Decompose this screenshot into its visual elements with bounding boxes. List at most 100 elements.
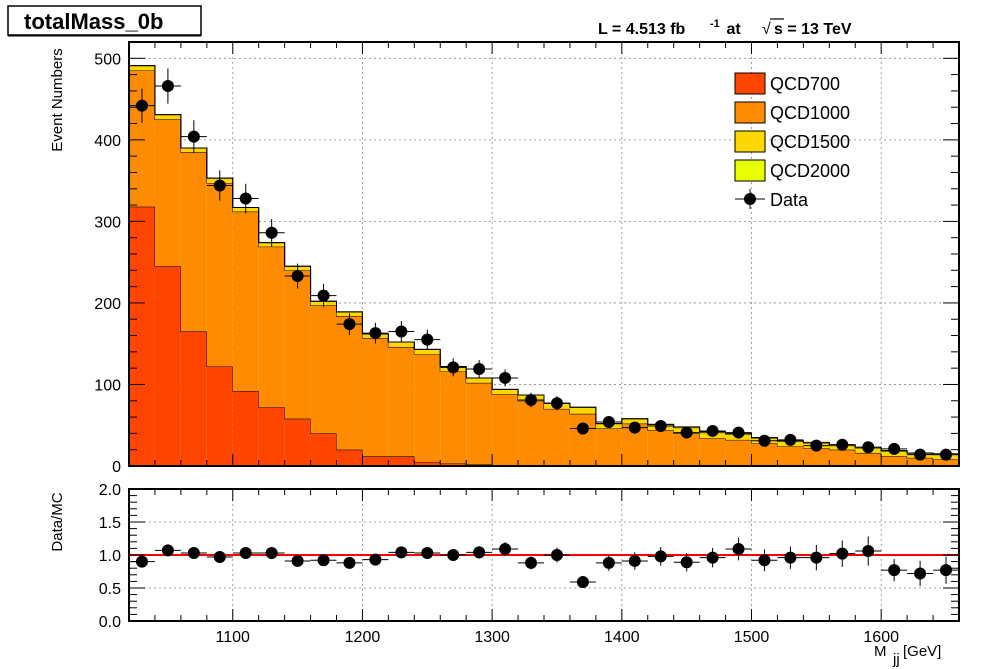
ratio-point-1040 <box>161 544 174 557</box>
bar-QCD1000-1360 <box>569 413 596 466</box>
bar-QCD1000-1500 <box>751 443 778 466</box>
data-point-1220 <box>395 325 408 338</box>
main-y-tick-label-300: 300 <box>94 214 121 231</box>
bar-QCD1000-1160 <box>310 305 337 434</box>
data-point-1240 <box>421 333 434 346</box>
legend-label-QCD700: QCD700 <box>770 74 840 94</box>
bar-QCD700-1020 <box>129 206 155 466</box>
bar-QCD1000-1560 <box>829 449 856 466</box>
bar-QCD1500-1240 <box>414 349 441 355</box>
ratio-point-1640 <box>940 564 953 577</box>
ratio-y-tick-label-0.5: 0.5 <box>99 581 121 598</box>
legend-label-QCD2000: QCD2000 <box>770 161 850 181</box>
bar-QCD1000-1580 <box>855 452 882 466</box>
data-point-1300 <box>499 371 512 384</box>
bar-QCD1000-1620 <box>907 457 934 466</box>
chart-title: totalMass_0b <box>24 9 163 34</box>
bar-QCD1000-1260 <box>440 371 467 464</box>
bar-QCD1500-1040 <box>154 114 181 120</box>
bar-QCD1000-1080 <box>206 183 233 367</box>
data-point-1180 <box>343 318 356 331</box>
legend-swatch-QCD700 <box>734 72 766 95</box>
bar-QCD1500-1300 <box>492 389 519 395</box>
ratio-point-1180 <box>343 556 356 569</box>
data-point-1420 <box>654 420 667 433</box>
bar-QCD1000-1140 <box>284 270 311 419</box>
data-point-1120 <box>265 226 278 239</box>
lumi-sup: -1 <box>710 18 720 30</box>
data-point-1340 <box>550 397 563 410</box>
bar-QCD1500-1400 <box>621 418 648 424</box>
bar-QCD1500-1220 <box>388 342 415 347</box>
data-point-1080 <box>213 179 226 192</box>
ratio-point-1540 <box>810 551 823 564</box>
data-point-1540 <box>810 439 823 452</box>
legend-swatch-QCD1500 <box>734 130 766 153</box>
bar-QCD700-1080 <box>206 366 233 466</box>
ratio-point-1620 <box>914 567 927 580</box>
main-y-tick-label-0: 0 <box>112 459 121 476</box>
ratio-point-1440 <box>680 556 693 569</box>
bar-QCD1000-1200 <box>362 337 389 457</box>
lumi-label: L = 4.513 fb -1 at √ s = 13 TeV <box>598 18 852 38</box>
lumi-mid: at <box>722 21 745 38</box>
main-stacks <box>128 65 960 467</box>
x-axis-label-sub: jj <box>892 651 900 668</box>
ratio-point-1580 <box>862 545 875 558</box>
x-tick-label-1600: 1600 <box>863 629 899 646</box>
ratio-axis-ticks: 1100 1200 1300 1400 1500 1600 0.0 0.5 1.0 1.5 2.0 <box>99 482 959 646</box>
data-point-1160 <box>317 289 330 302</box>
bar-QCD1000-1300 <box>492 394 519 466</box>
bar-QCD700-1240 <box>414 461 441 466</box>
bar-QCD1500-1020 <box>129 65 155 71</box>
bar-QCD700-1040 <box>154 266 181 466</box>
bar-QCD1000-1240 <box>414 354 441 462</box>
data-point-1200 <box>369 327 382 340</box>
ratio-point-1140 <box>291 554 304 567</box>
data-point-1140 <box>291 270 304 283</box>
sqrt-symbol: √ <box>762 21 771 38</box>
bar-QCD1000-1420 <box>647 430 674 466</box>
data-point-1600 <box>888 442 901 455</box>
y-axis-label-main: Event Numbers <box>49 48 66 151</box>
ratio-point-1340 <box>550 549 563 561</box>
bar-QCD1000-1040 <box>154 119 181 267</box>
ratio-point-1220 <box>395 546 408 559</box>
bar-QCD700-1180 <box>336 449 363 466</box>
main-y-tick-label-200: 200 <box>94 296 121 313</box>
data-point-1040 <box>161 80 174 93</box>
ratio-point-1600 <box>888 564 901 577</box>
bar-QCD700-1060 <box>180 331 207 466</box>
ratio-point-1200 <box>369 553 382 566</box>
ratio-y-tick-label-1.5: 1.5 <box>99 515 121 532</box>
ratio-point-1100 <box>239 547 252 560</box>
ratio-point-1420 <box>654 550 667 563</box>
bar-QCD700-1220 <box>388 456 415 466</box>
ratio-point-1060 <box>187 547 200 560</box>
data-point-1560 <box>836 438 849 451</box>
bar-QCD700-1100 <box>232 390 259 466</box>
data-point-1580 <box>862 441 875 454</box>
data-point-1360 <box>576 422 589 435</box>
x-axis-label-main: M <box>874 643 887 660</box>
x-tick-label-1100: 1100 <box>216 629 251 646</box>
bar-QCD1000-1640 <box>933 459 959 466</box>
bar-QCD1000-1380 <box>595 428 622 466</box>
main-y-tick-label-100: 100 <box>94 377 121 394</box>
bar-QCD1000-1540 <box>803 448 830 466</box>
bar-QCD1000-1120 <box>258 246 285 408</box>
bar-QCD1000-1220 <box>388 346 415 457</box>
bar-QCD1000-1460 <box>699 438 726 466</box>
ratio-data-points <box>129 536 959 589</box>
ratio-point-1380 <box>602 556 615 569</box>
bar-QCD1500-1280 <box>466 377 493 383</box>
ratio-point-1120 <box>265 547 278 560</box>
bar-QCD1500-1360 <box>569 407 596 414</box>
data-point-1280 <box>473 362 486 375</box>
data-point-1100 <box>239 192 252 205</box>
lumi-prefix: L = 4.513 fb <box>598 21 686 38</box>
data-point-1020 <box>135 99 148 112</box>
legend-label-QCD1000: QCD1000 <box>770 103 850 123</box>
data-point-1500 <box>758 434 771 447</box>
